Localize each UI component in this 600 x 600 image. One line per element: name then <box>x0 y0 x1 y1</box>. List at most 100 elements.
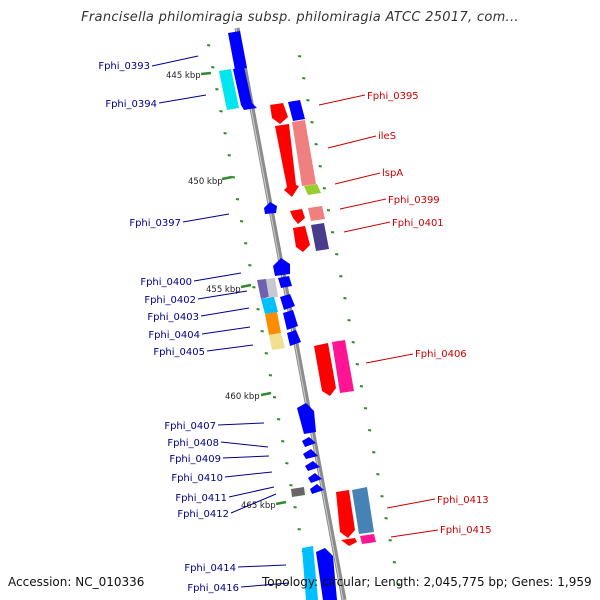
accession-text: Accession: NC_010336 <box>8 575 145 589</box>
gene-fphi-0402-c[interactable] <box>278 276 292 288</box>
gene-fphi-0399-b[interactable] <box>308 206 325 221</box>
gene-label[interactable]: Fphi_0412 <box>177 509 229 520</box>
gene-label-leader <box>222 455 270 459</box>
kbp-label: 450 kbp <box>188 177 223 187</box>
gene-label[interactable]: Fphi_0406 <box>415 349 467 360</box>
gene-fphi-0413-a[interactable] <box>336 490 355 538</box>
gene-fphi-0401-a[interactable] <box>293 226 310 252</box>
gene-label[interactable]: Fphi_0416 <box>187 583 239 594</box>
gene-label[interactable]: Fphi_0395 <box>367 91 419 102</box>
tick-mark <box>314 143 318 146</box>
gene-label-leader <box>334 172 381 185</box>
gene-label[interactable]: Fphi_0404 <box>148 330 200 341</box>
gene-fphi-0394-b[interactable] <box>233 67 257 110</box>
gene-label[interactable]: Fphi_0401 <box>392 218 444 229</box>
gene-label-leader <box>230 493 277 514</box>
tick-mark <box>276 418 281 421</box>
tick-mark <box>363 407 368 410</box>
gene-label-leader <box>390 529 439 538</box>
gene-fphi-0415-b[interactable] <box>360 534 376 544</box>
gene-fphi-0411[interactable] <box>308 473 322 483</box>
gene-label[interactable]: Fphi_0402 <box>144 295 196 306</box>
gene-fphi-0395-b[interactable] <box>288 100 305 121</box>
gene-label[interactable]: Fphi_0400 <box>140 277 192 288</box>
gene-fphi-0397[interactable] <box>264 202 277 214</box>
kbp-label: 460 kbp <box>225 392 260 402</box>
tick-mark <box>384 517 388 520</box>
tick-mark <box>289 484 293 487</box>
gene-fphi-0403-b[interactable] <box>280 294 295 310</box>
gene-label[interactable]: Fphi_0403 <box>147 312 199 323</box>
gene-label-leader <box>365 353 414 364</box>
tick-mark <box>272 396 277 399</box>
gene-lspa[interactable] <box>304 184 321 195</box>
tick-mark <box>260 330 264 333</box>
gene-fphi-0393[interactable] <box>228 31 247 70</box>
tick-mark <box>215 88 219 91</box>
gene-label-leader <box>228 486 275 498</box>
tick-mark <box>343 297 347 300</box>
gene-fphi-0406-b[interactable] <box>332 340 354 393</box>
gene-label[interactable]: Fphi_0394 <box>105 99 157 110</box>
gene-label[interactable]: Fphi_0415 <box>440 525 492 536</box>
gene-fphi-0413-b[interactable] <box>352 487 374 534</box>
tick-mark <box>248 264 252 267</box>
kbp-tick <box>240 283 252 289</box>
tick-mark <box>297 528 301 531</box>
gene-fphi-0394-a[interactable] <box>219 69 239 110</box>
gene-label[interactable]: Fphi_0405 <box>153 347 205 358</box>
gene-fphi-0402-b[interactable] <box>266 278 278 298</box>
gene-fphi-0415-a[interactable] <box>341 538 357 546</box>
gene-fphi-0410[interactable] <box>305 461 320 471</box>
gene-fphi-0404-a[interactable] <box>265 312 281 335</box>
tick-mark <box>298 55 302 58</box>
tick-mark <box>330 231 335 234</box>
tick-mark <box>335 253 339 256</box>
gene-fphi-0401-b[interactable] <box>311 223 329 251</box>
gene-fphi-0407[interactable] <box>297 403 316 434</box>
gene-label-leader <box>343 221 391 233</box>
gene-fphi-0403-a[interactable] <box>261 297 278 314</box>
gene-fphi-0400[interactable] <box>273 258 290 276</box>
gene-label-leader <box>200 307 250 317</box>
gene-label-leader <box>386 498 436 509</box>
tick-mark <box>264 352 268 355</box>
tick-mark <box>322 187 327 190</box>
gene-label[interactable]: Fphi_0408 <box>167 438 219 449</box>
gene-label-leader <box>240 582 290 588</box>
gene-fphi-0404-b[interactable] <box>283 310 298 330</box>
gene-fphi-0395-a[interactable] <box>270 103 288 124</box>
tick-mark <box>380 495 384 498</box>
gene-label-leader <box>201 326 251 335</box>
gene-label[interactable]: Fphi_0397 <box>129 218 181 229</box>
gene-fphi-0408[interactable] <box>302 437 316 447</box>
gene-fphi-0405-b[interactable] <box>287 330 301 346</box>
gene-label[interactable]: Fphi_0413 <box>437 495 489 506</box>
gene-fphi-0405-a[interactable] <box>269 333 285 350</box>
tick-mark <box>207 44 211 47</box>
gene-label[interactable]: ileS <box>378 131 396 142</box>
gene-label[interactable]: Fphi_0393 <box>98 61 150 72</box>
gene-label[interactable]: Fphi_0410 <box>171 473 223 484</box>
tick-mark <box>367 429 372 432</box>
gene-fphi-0406-a[interactable] <box>314 343 336 396</box>
gene-fphi-0412-b[interactable] <box>310 484 324 494</box>
gene-iles-a[interactable] <box>275 124 299 197</box>
gene-fphi-0414-b[interactable] <box>316 548 337 600</box>
gene-label[interactable]: Fphi_0407 <box>164 421 216 432</box>
gene-fphi-0402-a[interactable] <box>257 279 269 299</box>
gene-fphi-0414-a[interactable] <box>302 546 318 600</box>
gene-label[interactable]: Fphi_0414 <box>184 563 236 574</box>
reverse-genes <box>270 100 376 546</box>
gene-label[interactable]: lspA <box>382 168 403 179</box>
gene-iles-b[interactable] <box>292 120 316 186</box>
gene-fphi-0409[interactable] <box>303 449 318 459</box>
gene-fphi-0412-a[interactable] <box>291 487 305 497</box>
gene-label[interactable]: Fphi_0399 <box>388 195 440 206</box>
gene-fphi-0399-a[interactable] <box>290 209 305 224</box>
tick-mark <box>239 220 244 223</box>
gene-label[interactable]: Fphi_0411 <box>175 493 227 504</box>
gene-label[interactable]: Fphi_0409 <box>169 454 221 465</box>
tick-mark <box>227 154 231 157</box>
